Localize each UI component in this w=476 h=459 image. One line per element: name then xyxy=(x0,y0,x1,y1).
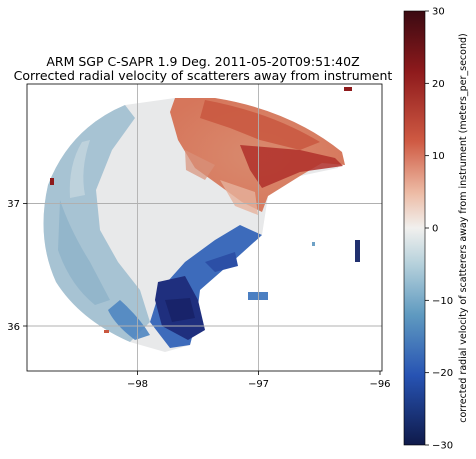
colorbar-tick-label: 10 xyxy=(432,151,445,162)
colorbar-tick-label: −30 xyxy=(432,441,453,452)
colorbar-tick-label: −10 xyxy=(432,296,453,307)
map-gridlines xyxy=(27,84,382,371)
y-axis: 37 36 xyxy=(7,199,27,333)
colorbar-tick-label: −20 xyxy=(432,368,453,379)
plot-title-line1: ARM SGP C-SAPR 1.9 Deg. 2011-05-20T09:51… xyxy=(46,54,359,69)
plot-title-line2: Corrected radial velocity of scatterers … xyxy=(14,68,393,83)
colorbar-tick-label: 0 xyxy=(432,224,438,235)
y-tick-label: 36 xyxy=(7,322,20,333)
x-axis: −98 −97 −96 xyxy=(127,371,391,390)
colorbar-gradient xyxy=(403,10,426,446)
colorbar-label: corrected radial velocity of scatterers … xyxy=(458,33,469,422)
x-tick-label: −96 xyxy=(369,379,390,390)
colorbar-tick-label: 20 xyxy=(432,79,445,90)
radar-velocity-image xyxy=(43,87,360,352)
colorbar: 30 20 10 0 −10 −20 −30 corrected radial veloci… xyxy=(403,7,469,452)
x-tick-label: −97 xyxy=(248,379,269,390)
map-axes-frame xyxy=(26,83,383,372)
colorbar-ticks: 30 20 10 0 −10 −20 −30 xyxy=(425,7,453,452)
y-tick-label: 37 xyxy=(7,199,20,210)
x-tick-label: −98 xyxy=(127,379,148,390)
colorbar-tick-label: 30 xyxy=(432,7,445,18)
